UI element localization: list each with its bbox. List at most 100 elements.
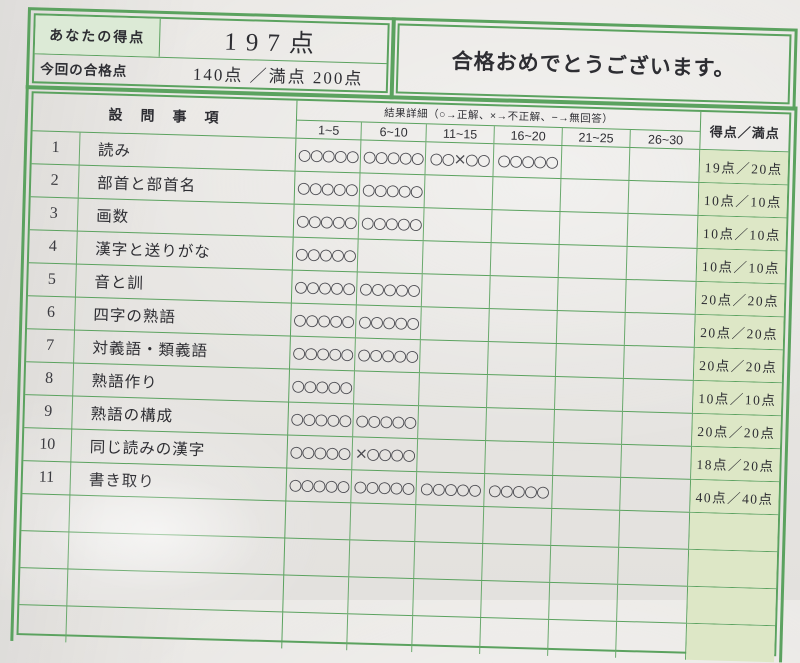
result-cell-26-30 (618, 547, 690, 586)
row-number: 8 (25, 362, 75, 396)
result-cell-1-5 (284, 538, 351, 577)
row-score: 18点／20点 (691, 446, 780, 482)
result-cell-6-10 (350, 503, 417, 542)
result-cell-6-10: ○○○○○ (359, 173, 426, 208)
range-header: 16~20 (494, 126, 563, 146)
range-header: 11~15 (426, 124, 495, 144)
row-score: 20点／20点 (693, 347, 783, 383)
result-cell-16-20 (487, 375, 556, 409)
row-score: 10点／10点 (697, 215, 787, 251)
row-score (687, 586, 777, 626)
result-cell-26-30 (628, 180, 700, 215)
row-score (688, 549, 778, 589)
result-cell-16-20: ○○○○○ (493, 144, 563, 179)
your-score-label: あなたの得点 (34, 15, 161, 57)
result-cell-6-10 (349, 540, 416, 579)
passing-score-value: 140点 ／満点 200点 (192, 64, 364, 88)
result-cell-21-25 (560, 179, 630, 213)
result-cell-1-5: ○○○○○ (288, 402, 355, 437)
row-score: 19点／20点 (699, 149, 789, 185)
result-cell-21-25 (561, 146, 631, 180)
result-cell-1-5: ○○○○○ (286, 468, 353, 503)
result-cell-16-20 (492, 177, 562, 212)
result-cell-26-30 (623, 345, 695, 380)
result-cell-1-5: ○○○○○ (294, 171, 361, 206)
result-cell-21-25 (551, 508, 621, 547)
score-column-header: 得点／満点 (709, 124, 780, 142)
result-cell-21-25 (553, 442, 623, 477)
result-cell-26-30 (625, 279, 697, 314)
result-cell-26-30 (622, 411, 693, 446)
result-cell-6-10 (357, 239, 424, 274)
result-cell-11-15 (412, 616, 482, 654)
result-cell-6-10: ×○○○○ (352, 437, 419, 472)
row-number (18, 605, 68, 643)
result-cell-26-30 (624, 312, 696, 347)
row-item-label: 熟語の構成 (72, 396, 290, 435)
passing-score-label: 今回の合格点 (40, 61, 128, 79)
result-cell-11-15 (419, 373, 488, 408)
row-number: 10 (23, 428, 73, 462)
result-cell-11-15: ○○○○○ (416, 472, 486, 507)
row-number: 9 (24, 395, 74, 429)
result-cell-11-15 (417, 439, 487, 474)
result-cell-26-30 (621, 444, 692, 479)
result-cell-21-25 (550, 545, 620, 584)
result-cell-6-10: ○○○○○ (358, 206, 425, 241)
result-cell-26-30 (626, 246, 698, 281)
range-header: 1~5 (296, 120, 362, 140)
result-cell-11-15 (422, 241, 492, 276)
row-item-label (67, 569, 285, 612)
result-cell-1-5: ○○○○○ (289, 369, 355, 404)
row-item-label: 画数 (77, 198, 295, 237)
result-cell-1-5 (283, 575, 350, 614)
row-number: 5 (27, 263, 77, 297)
range-header: 26~30 (647, 131, 684, 147)
result-cell-16-20 (482, 544, 552, 582)
row-item-label: 音と訓 (75, 264, 293, 303)
row-number: 2 (30, 164, 80, 198)
result-cell-1-5: ○○○○○ (287, 435, 354, 470)
result-cell-11-15 (420, 307, 490, 342)
result-cell-11-15 (415, 505, 485, 544)
row-number: 3 (29, 197, 79, 231)
range-header: 6~10 (361, 122, 427, 142)
row-number (20, 531, 70, 569)
result-cell-16-20 (485, 441, 555, 475)
result-cell-11-15 (421, 274, 491, 309)
row-item-label: 熟語作り (73, 363, 290, 402)
result-cell-16-20 (491, 210, 561, 245)
result-cell-21-25 (555, 344, 625, 378)
result-cell-1-5: ○○○○○ (293, 204, 360, 239)
result-cell-1-5: ○○○○○ (290, 303, 357, 338)
row-item-label: 読み (79, 132, 297, 171)
row-number: 7 (26, 329, 75, 363)
result-cell-26-30 (616, 621, 688, 660)
result-cell-21-25 (552, 475, 622, 510)
congratulations-message: 合格おめでとうございます。 (451, 48, 736, 81)
result-cell-1-5: ○○○○○ (295, 138, 362, 173)
result-cell-6-10: ○○○○○ (355, 305, 422, 340)
result-cell-6-10 (347, 614, 414, 653)
result-cell-26-30 (617, 584, 689, 623)
row-number (21, 494, 71, 532)
result-cell-21-25 (557, 278, 627, 312)
result-cell-11-15 (418, 406, 487, 441)
row-score: 10点／10点 (692, 380, 782, 416)
result-cell-6-10: ○○○○○ (353, 404, 420, 439)
row-number: 1 (31, 131, 81, 165)
row-item-label: 四字の熟語 (75, 297, 292, 336)
result-cell-16-20 (486, 408, 555, 442)
result-cell-1-5: ○○○○○ (291, 270, 358, 305)
result-cell-6-10: ○○○○○ (360, 140, 427, 175)
result-cell-16-20 (487, 342, 557, 376)
result-cell-26-30 (620, 477, 692, 512)
result-cell-1-5 (282, 612, 349, 651)
result-cell-1-5: ○○○○○ (290, 336, 356, 371)
row-item-label: 漢字と送りがな (76, 231, 294, 270)
row-number: 6 (27, 296, 76, 330)
score-summary-box: あなたの得点 197点 今回の合格点 140点 ／満点 200点 (31, 13, 390, 94)
result-cell-6-10 (354, 371, 420, 406)
items-column-header: 設 問 事 項 (32, 93, 298, 138)
result-cell-6-10: ○○○○○ (351, 470, 418, 505)
